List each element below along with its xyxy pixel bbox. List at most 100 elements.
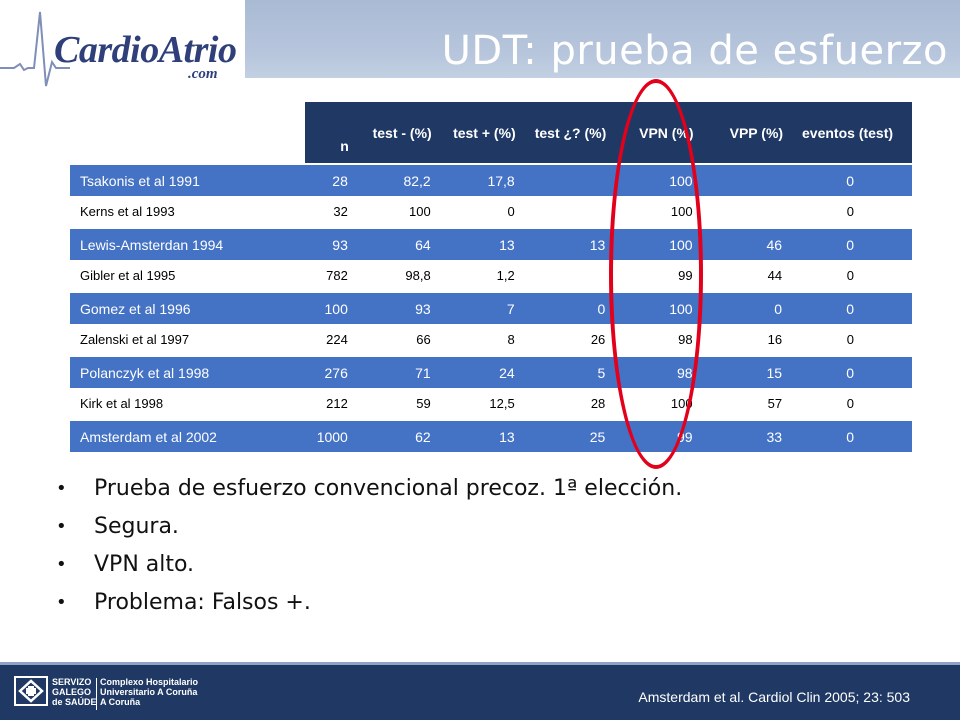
table-cell: 16 [697, 324, 788, 356]
cardioatrio-logo[interactable]: CardioAtrio .com [0, 0, 245, 98]
table-cell: 15 [697, 355, 788, 388]
table-row: Gomez et al 1996 100 93 7 0 100 0 0 [70, 291, 912, 324]
bullet-dot-icon: • [56, 592, 67, 613]
table-cell: 100 [610, 388, 698, 420]
table-cell: 0 [787, 196, 912, 228]
table-row: Polanczyk et al 1998 276 71 24 5 98 15 0 [70, 355, 912, 388]
table-row: Amsterdam et al 2002 1000 62 13 25 99 33 0 [70, 419, 912, 452]
table-cell: 13 [519, 227, 611, 260]
table-cell: 32 [305, 196, 353, 228]
citation: Amsterdam et al. Cardiol Clin 2005; 23: … [638, 689, 910, 705]
table-cell: 24 [435, 355, 520, 388]
table-cell [697, 163, 788, 196]
table-cell: 26 [519, 324, 611, 356]
table-cell: 0 [787, 355, 912, 388]
table-cell: 0 [787, 324, 912, 356]
bullet-list: • Prueba de esfuerzo convencional precoz.… [56, 470, 682, 622]
bullet-item: • Segura. [56, 508, 682, 546]
header-vpp: VPP (%) [697, 102, 788, 164]
table-cell: 17,8 [435, 163, 520, 196]
table-cell: 82,2 [352, 163, 436, 196]
table-row: Tsakonis et al 1991 28 82,2 17,8 100 0 [70, 163, 912, 196]
table-cell: 1,2 [435, 260, 520, 292]
table-cell: 5 [519, 355, 611, 388]
table-cell: 25 [519, 419, 611, 452]
table-cell: 99 [610, 419, 698, 452]
table-cell: 98,8 [352, 260, 436, 292]
slide-title: UDT: prueba de esfuerzo [441, 28, 948, 74]
table-cell: 0 [787, 419, 912, 452]
table-row: Gibler et al 1995 782 98,8 1,2 99 44 0 [70, 260, 912, 292]
study-name-cell: Lewis-Amsterdan 1994 [70, 227, 306, 260]
table-cell: 13 [435, 227, 520, 260]
table-row: Kerns et al 1993 32 100 0 100 0 [70, 196, 912, 228]
table-cell: 93 [352, 291, 436, 324]
table-cell [697, 196, 788, 228]
bullet-item: • Problema: Falsos +. [56, 584, 682, 622]
table-cell: 28 [519, 388, 611, 420]
bullet-dot-icon: • [56, 554, 67, 575]
heartbeat-line-icon [0, 11, 70, 87]
table-cell: 99 [610, 260, 698, 292]
table-cell: 0 [519, 291, 611, 324]
study-name-cell: Gibler et al 1995 [70, 260, 306, 292]
sergas-cross-logo-icon [14, 676, 48, 706]
table-cell: 100 [610, 227, 698, 260]
table-row: Zalenski et al 1997 224 66 8 26 98 16 0 [70, 324, 912, 356]
studies-table: n test - (%) test + (%) test ¿? (%) VPN … [70, 102, 912, 452]
study-name-cell: Polanczyk et al 1998 [70, 355, 306, 388]
table-cell: 64 [352, 227, 436, 260]
table-cell: 62 [352, 419, 436, 452]
table-cell: 33 [697, 419, 788, 452]
table-cell: 0 [787, 291, 912, 324]
logo-text: CardioAtrio [54, 29, 237, 71]
table-cell: 98 [610, 355, 698, 388]
table-cell: 100 [305, 291, 353, 324]
bullet-item: • Prueba de esfuerzo convencional precoz.… [56, 470, 682, 508]
table-cell: 0 [787, 260, 912, 292]
logo-subtext: .com [188, 66, 218, 82]
table-cell: 59 [352, 388, 436, 420]
table-cell: 100 [610, 196, 698, 228]
table-cell [519, 163, 611, 196]
table-cell: 1000 [305, 419, 353, 452]
bullet-dot-icon: • [56, 478, 67, 499]
table-cell: 276 [305, 355, 353, 388]
footer-divider [0, 662, 960, 665]
bullet-dot-icon: • [56, 516, 67, 537]
table-cell: 224 [305, 324, 353, 356]
header-n: n [305, 102, 353, 164]
table-header-row: n test - (%) test + (%) test ¿? (%) VPN … [70, 102, 912, 164]
table-cell: 93 [305, 227, 353, 260]
study-name-cell: Gomez et al 1996 [70, 291, 306, 324]
bullet-item: • VPN alto. [56, 546, 682, 584]
footer-band [0, 665, 960, 720]
table-cell: 7 [435, 291, 520, 324]
table-cell [519, 260, 611, 292]
table-cell: 44 [697, 260, 788, 292]
study-name-cell: Tsakonis et al 1991 [70, 163, 306, 196]
table-cell: 212 [305, 388, 353, 420]
table-cell: 782 [305, 260, 353, 292]
table-cell: 8 [435, 324, 520, 356]
study-name-cell: Amsterdam et al 2002 [70, 419, 306, 452]
table-cell: 0 [697, 291, 788, 324]
table-cell: 71 [352, 355, 436, 388]
table-cell: 0 [787, 388, 912, 420]
table-cell [519, 196, 611, 228]
table-cell: 100 [352, 196, 436, 228]
table-cell: 46 [697, 227, 788, 260]
table-cell: 13 [435, 419, 520, 452]
table-cell: 57 [697, 388, 788, 420]
header-eventos: eventos (test) [787, 102, 912, 164]
study-name-cell: Kirk et al 1998 [70, 388, 306, 420]
table-cell: 0 [787, 227, 912, 260]
header-test-positive: test + (%) [435, 102, 520, 164]
table-cell: 0 [435, 196, 520, 228]
header-test-negative: test - (%) [352, 102, 436, 164]
table-cell: 0 [787, 163, 912, 196]
study-name-cell: Zalenski et al 1997 [70, 324, 306, 356]
study-name-cell: Kerns et al 1993 [70, 196, 306, 228]
institution-divider [96, 678, 97, 710]
header-vpn: VPN (%) [610, 102, 698, 164]
